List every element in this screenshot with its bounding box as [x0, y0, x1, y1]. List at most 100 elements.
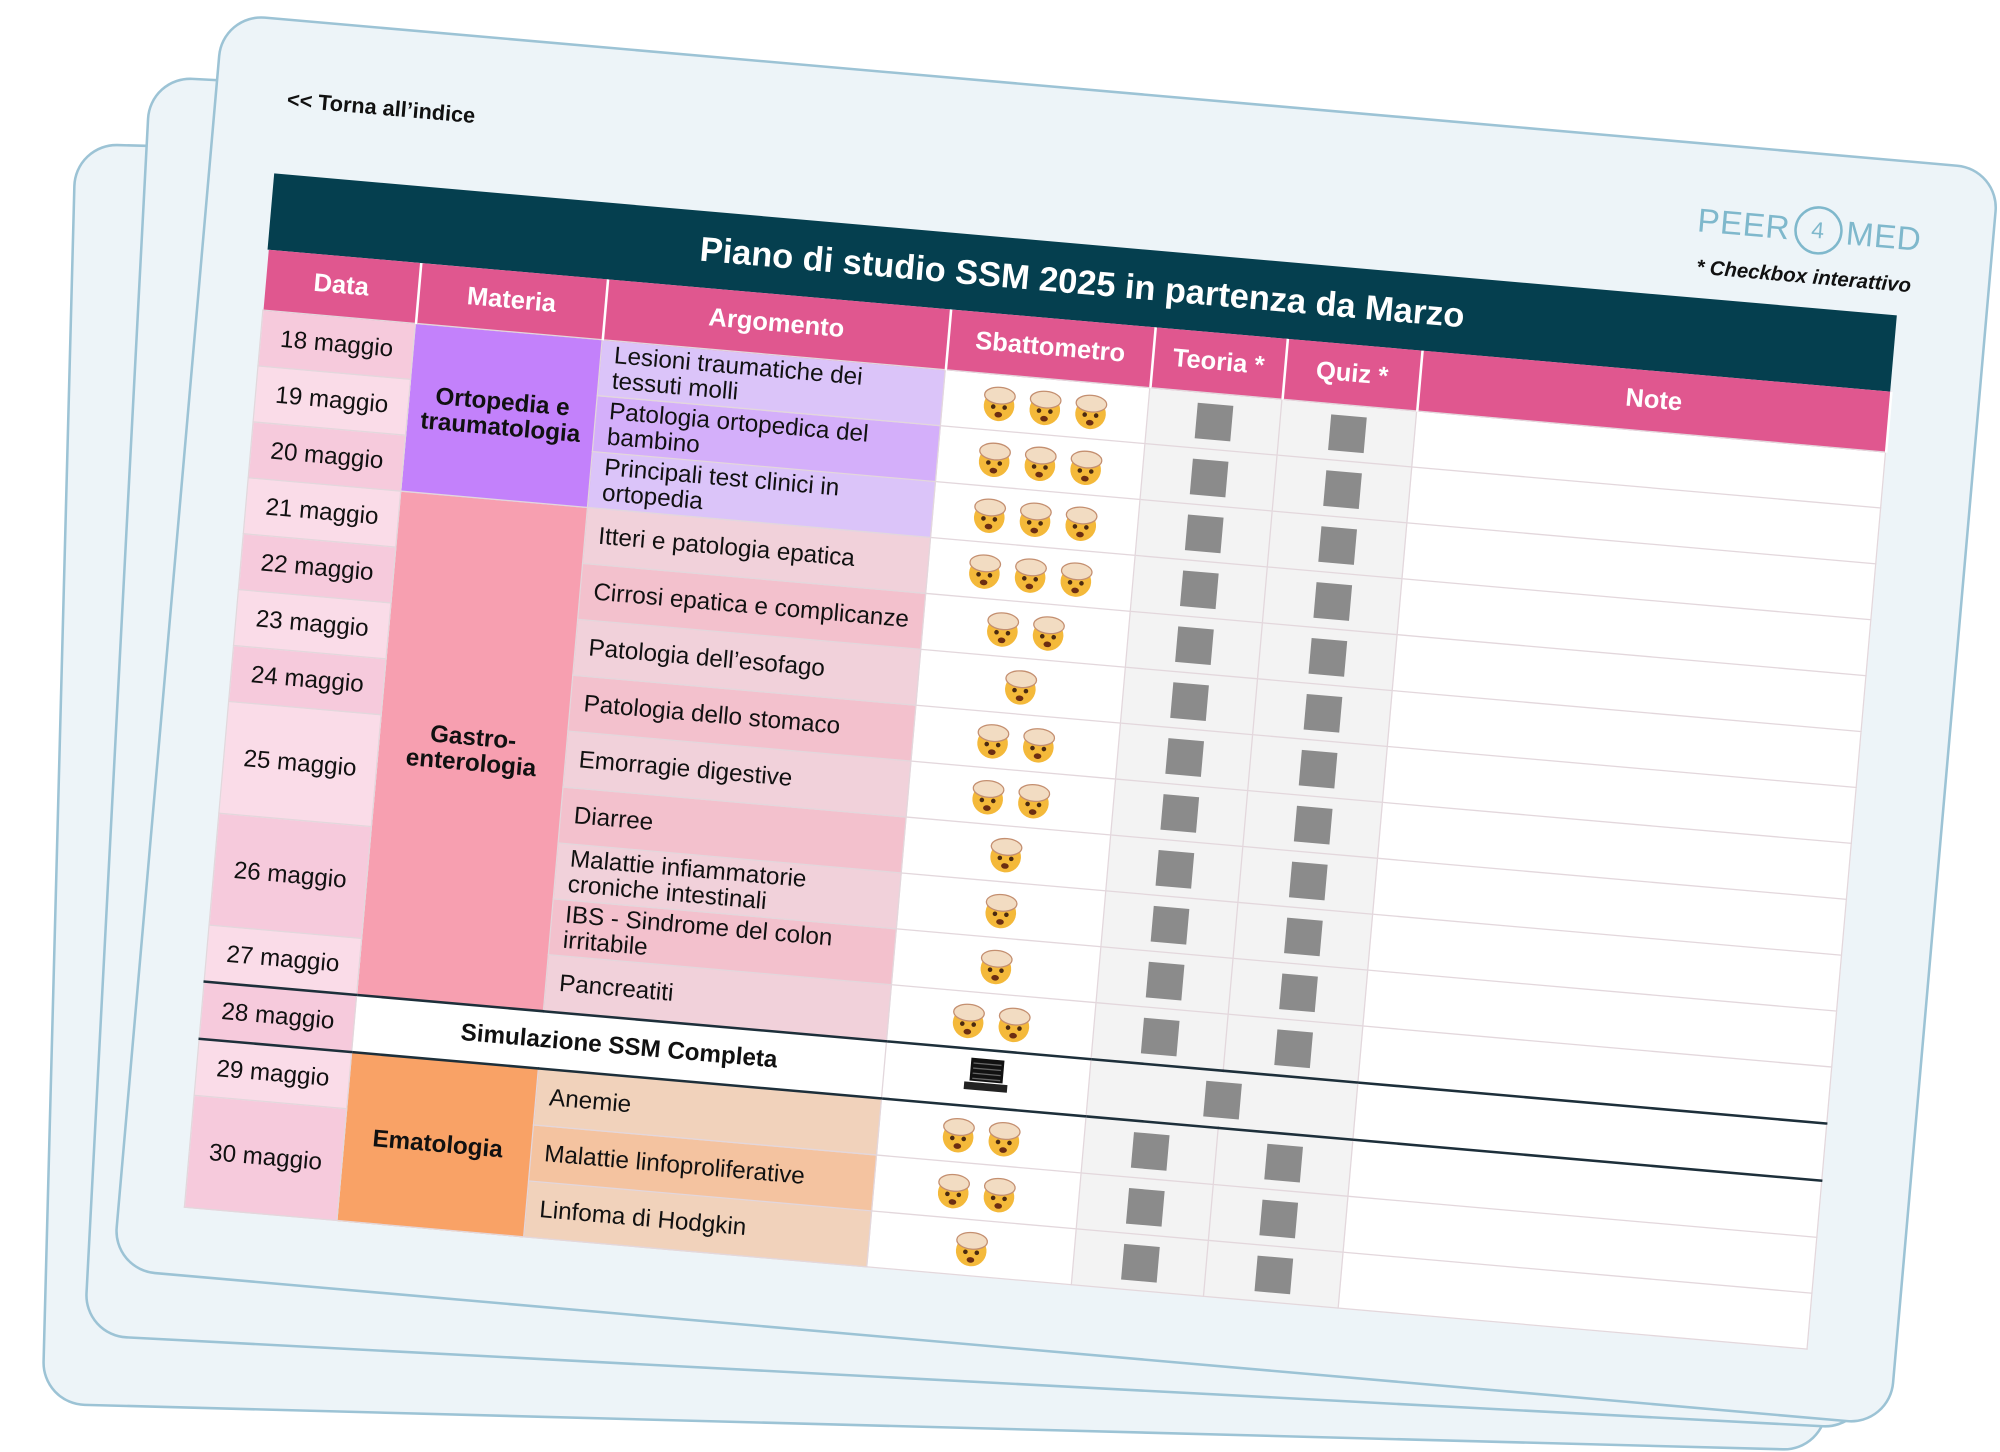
checkbox[interactable] — [1159, 793, 1199, 833]
sbattometro-face — [990, 837, 1023, 872]
checkbox[interactable] — [1120, 1243, 1160, 1282]
checkbox[interactable] — [1202, 1080, 1242, 1119]
sbattometro-face — [1070, 449, 1103, 485]
table: Data Materia Argomento Sbattometro Teoria * Q… — [184, 249, 1892, 1350]
table-row: 27 maggio Pancreatiti — [204, 925, 1832, 1124]
checkbox[interactable] — [1322, 469, 1362, 509]
table-row: 23 maggio Patologia dell’esofago — [233, 589, 1862, 788]
logo-badge: 4 — [1791, 204, 1845, 257]
sbattometro-face — [1024, 445, 1057, 481]
checkbox[interactable] — [1179, 569, 1219, 609]
checkbox[interactable] — [1307, 637, 1347, 677]
sbattometro-face — [974, 497, 1007, 533]
checkbox[interactable] — [1317, 525, 1357, 565]
table-row: 26 maggio Malattie infiammatorie croniche… — [209, 813, 1842, 1012]
table-row: 25 maggio Emorragie digestive — [218, 701, 1852, 900]
date-cell: 26 maggio — [209, 813, 372, 939]
checkbox[interactable] — [1174, 625, 1214, 665]
sbattometro-face — [1032, 615, 1065, 651]
checkbox[interactable] — [1273, 1028, 1313, 1068]
sbattometro-face — [1075, 394, 1108, 429]
table-row: 24 maggio Patologia dello stomaco — [228, 645, 1857, 844]
sbattometro-face — [1060, 561, 1093, 597]
sbattometro-cell — [876, 1098, 1087, 1173]
sbattometro-face — [987, 611, 1020, 647]
date-cell: 30 maggio — [184, 1095, 347, 1221]
checkbox[interactable] — [1154, 849, 1194, 888]
sbattometro-face — [1029, 390, 1062, 425]
table-row: 18 maggio Ortopedia e traumatologia Lesion… — [257, 310, 1886, 508]
checkbox[interactable] — [1303, 693, 1342, 732]
sbattometro-cell — [925, 537, 1136, 612]
sbattometro-cell — [940, 369, 1150, 444]
checkbox[interactable] — [1312, 581, 1352, 621]
checkbox[interactable] — [1278, 972, 1318, 1012]
sbattometro-face — [937, 1173, 971, 1208]
sbattometro-cell — [901, 817, 1111, 891]
checkbox[interactable] — [1283, 916, 1323, 956]
checkbox[interactable] — [1327, 413, 1367, 453]
subject-cell: Ortopedia e traumatologia — [400, 323, 603, 508]
checkbox[interactable] — [1293, 805, 1332, 844]
sbattometro-cell — [935, 425, 1145, 500]
sbattometro-face — [988, 1121, 1021, 1156]
table-row: 19 maggio Patologia ortopedica del bambin… — [253, 365, 1881, 564]
sbattometro-face — [978, 441, 1012, 477]
checkbox[interactable] — [1164, 737, 1204, 777]
table-row: 28 maggio Simulazione SSM Completa — [199, 981, 1827, 1181]
table-row: 20 maggio Principali test clinici in orto… — [248, 421, 1876, 620]
checkbox[interactable] — [1253, 1254, 1293, 1294]
checkbox[interactable] — [1288, 860, 1328, 900]
back-link[interactable]: << Torna all’indice — [286, 87, 477, 129]
sbattometro-face — [980, 949, 1013, 984]
sbattometro-face — [1065, 505, 1098, 541]
date-cell: 25 maggio — [218, 701, 382, 827]
checkbox[interactable] — [1150, 905, 1189, 944]
checkbox[interactable] — [1298, 749, 1337, 788]
sbattometro-cell — [891, 928, 1101, 1003]
sbattometro-face — [1023, 727, 1056, 762]
sbattometro-cell — [881, 1041, 1092, 1117]
checkbox[interactable] — [1169, 681, 1209, 721]
logo-text: MED — [1844, 213, 1924, 258]
checkbox[interactable] — [1184, 513, 1223, 553]
table-row: 21 maggio Gastro-enterologia Itteri e pato… — [243, 477, 1871, 1012]
checkbox[interactable] — [1125, 1187, 1165, 1226]
table-row: IBS - Sindrome del colon irritabile — [209, 869, 1837, 1068]
checkbox[interactable] — [1130, 1131, 1169, 1171]
checkbox[interactable] — [1189, 457, 1228, 497]
sbattometro-face — [942, 1117, 975, 1152]
sbattometro-face — [1014, 557, 1047, 593]
sbattometro-face — [1018, 783, 1051, 818]
front-card: << Torna all’indice PEER 4 MED * Checkbox … — [111, 12, 2000, 1427]
sbattometro-face — [972, 779, 1005, 814]
sbattometro-face — [998, 1007, 1031, 1042]
column-header: Teoria * — [1149, 327, 1288, 400]
sbattometro-cell — [915, 649, 1126, 724]
laptop-icon — [963, 1057, 1008, 1093]
checkbox-note: * Checkbox interattivo — [1695, 256, 1912, 298]
table-row: 30 maggio Malattie linfoproliferative — [184, 1095, 1817, 1294]
table-row: 29 maggio Ematologia Anemie — [194, 1038, 1822, 1238]
sbattometro-face — [969, 553, 1002, 589]
checkbox[interactable] — [1145, 961, 1184, 1000]
sbattometro-face — [1019, 501, 1052, 537]
table-row: 22 maggio Cirrosi epatica e complicanze — [238, 533, 1866, 732]
sbattometro-face — [955, 1231, 989, 1266]
checkbox[interactable] — [1263, 1143, 1303, 1182]
checkbox[interactable] — [1258, 1198, 1298, 1238]
checkbox-cell — [1071, 1228, 1209, 1297]
sbattometro-cell — [886, 984, 1097, 1060]
sbattometro-cell — [896, 872, 1106, 947]
sbattometro-face — [985, 893, 1018, 928]
sbattometro-face — [983, 386, 1016, 421]
table-row: Linfoma di Hodgkin — [184, 1151, 1812, 1350]
checkbox[interactable] — [1194, 402, 1233, 441]
checkbox[interactable] — [1140, 1017, 1179, 1056]
sbattometro-cell — [920, 593, 1131, 668]
sbattometro-cell — [871, 1155, 1082, 1229]
sbattometro-face — [983, 1177, 1016, 1212]
sbattometro-face — [977, 723, 1010, 758]
sbattometro-cell — [866, 1210, 1077, 1285]
